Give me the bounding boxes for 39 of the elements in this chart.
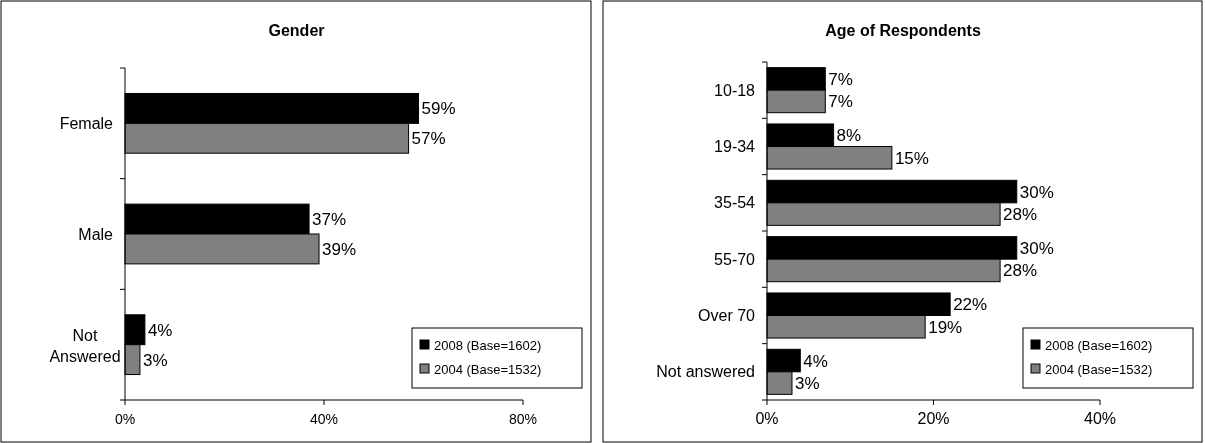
data-label: 4% <box>803 351 828 371</box>
data-label: 57% <box>411 129 446 149</box>
legend-label: 2004 (Base=1532) <box>434 361 542 377</box>
x-tick-label: 40% <box>1083 410 1117 427</box>
y-tick-label: 35-54 <box>714 194 756 212</box>
data-label: 7% <box>828 92 853 112</box>
y-tick-label: Female <box>59 114 114 132</box>
legend-label: 2008 (Base=1602) <box>1045 337 1153 353</box>
data-label: 30% <box>1019 182 1054 202</box>
data-label: 4% <box>147 320 173 340</box>
data-label: 19% <box>928 317 963 337</box>
data-label: 7% <box>828 69 853 89</box>
data-label: 28% <box>1003 205 1038 225</box>
y-tick-label: 10-18 <box>714 81 756 99</box>
x-tick-label: 20% <box>917 410 950 427</box>
x-tick-label: 80% <box>508 411 538 427</box>
chart-title: Age of Respondents <box>825 22 981 39</box>
data-label: 8% <box>836 126 862 146</box>
data-label: 39% <box>322 239 357 259</box>
y-tick-label: 19-34 <box>714 138 756 156</box>
chart-title: Gender <box>268 22 325 39</box>
data-label: 22% <box>953 295 988 315</box>
legend-label: 2004 (Base=1532) <box>1045 361 1153 377</box>
data-label: 59% <box>421 99 456 119</box>
y-tick-label: Over 70 <box>698 307 756 325</box>
y-tick-label: Not answered <box>656 363 755 381</box>
legend-label: 2008 (Base=1602) <box>434 337 542 353</box>
data-label: 30% <box>1019 238 1054 258</box>
y-tick-label: 55-70 <box>714 250 756 268</box>
data-label: 3% <box>142 350 168 370</box>
x-tick-label: 40% <box>309 411 339 427</box>
y-tick-label: Male <box>78 225 114 243</box>
data-label: 28% <box>1003 261 1038 281</box>
data-label: 3% <box>794 374 820 394</box>
data-label: 37% <box>312 210 347 230</box>
x-tick-label: 0% <box>755 410 779 427</box>
data-label: 15% <box>894 148 929 168</box>
x-tick-label: 0% <box>114 411 136 427</box>
y-tick-label: Not Answered <box>49 327 121 366</box>
